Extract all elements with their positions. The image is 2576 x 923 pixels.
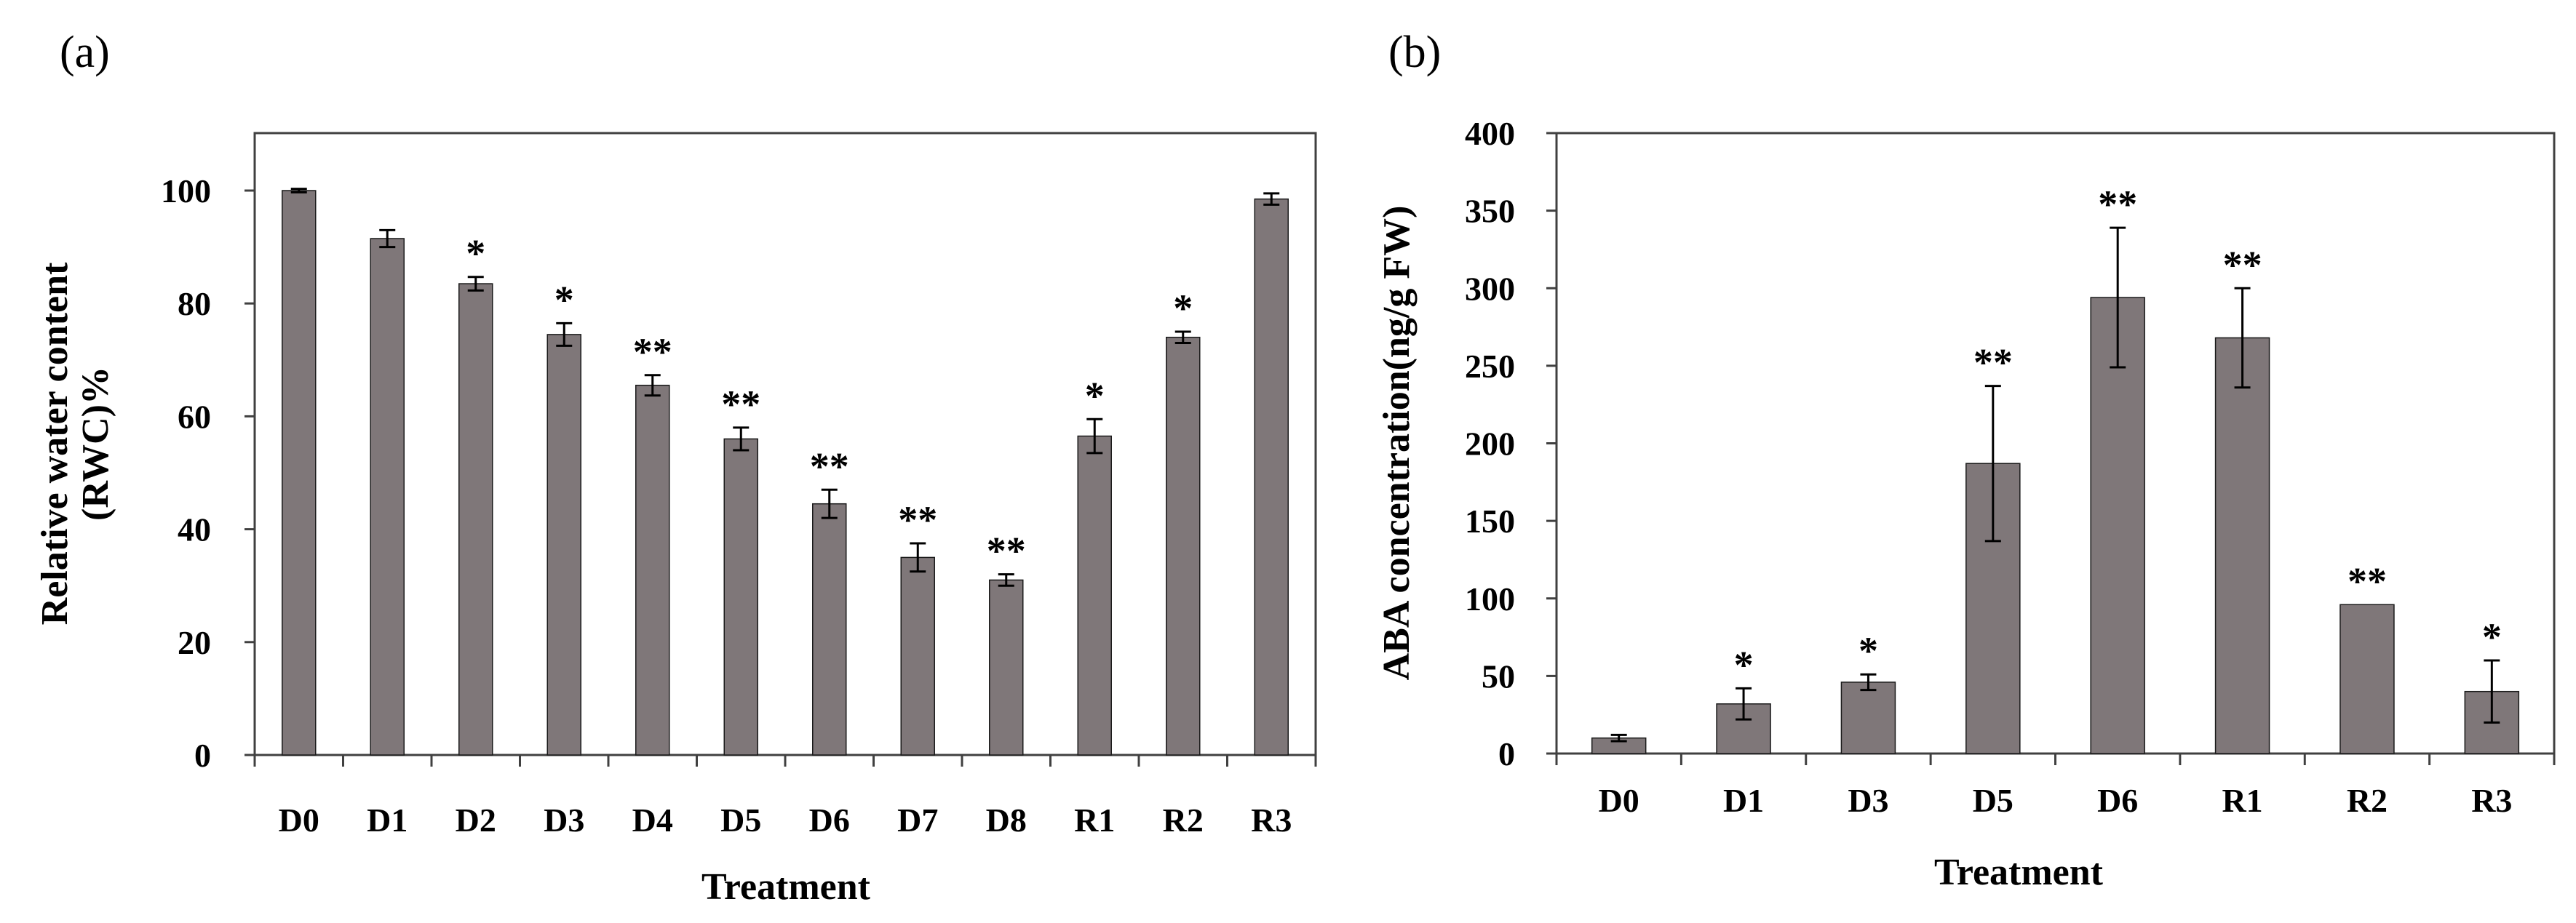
panel-label-a: (a) [60, 28, 110, 77]
bar-a-D6 [812, 503, 847, 756]
x-tick-label-b-R2: R2 [2347, 782, 2388, 819]
y-tick-label-a: 20 [178, 624, 211, 661]
error-bar-b-R3 [2484, 659, 2500, 724]
error-bar-a-D8 [998, 573, 1014, 587]
x-axis-label-a: Treatment [701, 866, 871, 908]
plot-area-a [253, 132, 1317, 756]
y-tick-label-b: 150 [1465, 503, 1515, 540]
significance-marker-b-D3: * [1859, 629, 1878, 673]
significance-marker-a-D5: ** [721, 383, 760, 426]
y-tick-label-b: 300 [1465, 270, 1515, 307]
error-bar-a-D0 [290, 188, 307, 193]
x-tick-label-a-D4: D4 [632, 802, 673, 839]
bar-a-D3 [546, 334, 581, 756]
x-tick-label-a-D0: D0 [279, 802, 319, 839]
bar-a-D0 [282, 190, 317, 756]
significance-marker-b-D6: ** [2098, 183, 2137, 226]
significance-marker-a-D3: * [554, 278, 574, 321]
significance-marker-a-D4: ** [633, 330, 672, 374]
error-bar-a-D4 [644, 374, 661, 397]
error-bar-a-D2 [467, 276, 484, 292]
significance-marker-b-R3: * [2482, 615, 2502, 659]
y-tick-label-b: 400 [1465, 115, 1515, 152]
y-tick-label-a: 100 [161, 172, 211, 209]
x-tick-label-a-R1: R1 [1074, 802, 1115, 839]
chart-panel-a: (a) Relative water content (RWC)% Treatme… [34, 28, 1317, 908]
x-tick-label-b-D1: D1 [1723, 782, 1764, 819]
error-bar-a-R2 [1174, 330, 1191, 345]
error-bar-b-D1 [1736, 687, 1752, 721]
error-bar-a-D5 [733, 426, 750, 452]
x-tick-label-b-D3: D3 [1848, 782, 1888, 819]
error-bar-b-D3 [1860, 673, 1877, 692]
significance-marker-a-D6: ** [810, 444, 849, 488]
bar-b-R2 [2340, 604, 2395, 754]
y-tick-label-b: 250 [1465, 348, 1515, 385]
bar-a-R1 [1077, 435, 1112, 756]
x-tick-label-a-R3: R3 [1251, 802, 1292, 839]
y-tick-label-b: 50 [1482, 658, 1515, 695]
error-bar-b-D0 [1610, 733, 1627, 743]
panel-label-b: (b) [1388, 28, 1441, 77]
y-tick-label-b: 200 [1465, 425, 1515, 463]
x-tick-label-a-D1: D1 [367, 802, 408, 839]
y-tick-label-a: 60 [178, 398, 211, 435]
bar-a-D1 [370, 238, 405, 756]
error-bar-a-R3 [1263, 192, 1280, 206]
x-tick-label-a-D6: D6 [809, 802, 850, 839]
x-tick-label-b-D5: D5 [1973, 782, 2014, 819]
chart-panel-b: (b) ABA concentration(ng/g FW) Treatment… [1376, 28, 2556, 893]
significance-marker-b-D5: ** [1973, 341, 2013, 385]
significance-marker-a-D8: ** [987, 530, 1026, 573]
y-axis-label-a: Relative water content (RWC)% [34, 262, 116, 625]
significance-marker-a-D2: * [466, 232, 485, 276]
y-axis-label-a-line-2: (RWC)% [75, 367, 116, 521]
x-tick-label-a-D3: D3 [544, 802, 584, 839]
x-tick-label-a-D5: D5 [720, 802, 761, 839]
x-tick-label-a-D7: D7 [897, 802, 938, 839]
y-tick-label-b: 0 [1498, 735, 1515, 772]
error-bar-a-D1 [379, 228, 396, 249]
x-tick-label-a-D8: D8 [986, 802, 1027, 839]
y-tick-label-a: 0 [194, 737, 211, 774]
bar-a-D2 [458, 283, 493, 756]
error-bar-b-R1 [2234, 287, 2251, 389]
bar-a-D8 [989, 579, 1024, 756]
error-bar-b-D6 [2110, 226, 2126, 369]
x-tick-label-b-D6: D6 [2097, 782, 2138, 819]
x-tick-label-b-R3: R3 [2471, 782, 2512, 819]
y-tick-label-a: 80 [178, 285, 211, 322]
y-tick-label-a: 40 [178, 511, 211, 548]
error-bar-a-D6 [821, 488, 838, 519]
significance-marker-b-D1: * [1734, 643, 1754, 687]
bar-a-D7 [900, 556, 935, 756]
y-tick-label-b: 100 [1465, 580, 1515, 618]
bar-a-D5 [723, 438, 758, 756]
error-bar-a-R1 [1086, 417, 1103, 455]
y-tick-label-b: 350 [1465, 193, 1515, 230]
error-bar-a-D3 [556, 321, 573, 347]
x-tick-label-a-R2: R2 [1163, 802, 1204, 839]
x-axis-label-b: Treatment [1934, 852, 2104, 893]
x-tick-label-b-R1: R1 [2222, 782, 2262, 819]
significance-marker-b-R2: ** [2348, 559, 2387, 603]
significance-marker-a-R1: * [1085, 374, 1105, 417]
plot-area-b [1555, 132, 2556, 755]
bar-a-R2 [1166, 337, 1201, 756]
bar-b-D6 [2090, 297, 2145, 754]
x-tick-label-a-D2: D2 [456, 802, 496, 839]
y-axis-label-b: ABA concentration(ng/g FW) [1376, 206, 1418, 681]
significance-marker-a-D7: ** [898, 498, 937, 542]
y-axis-label-a-line-1: Relative water content [34, 262, 76, 625]
significance-marker-a-R2: * [1173, 287, 1193, 330]
bar-a-R3 [1254, 198, 1289, 756]
bar-a-D4 [635, 384, 670, 756]
x-tick-label-b-D0: D0 [1599, 782, 1639, 819]
error-bar-b-D5 [1984, 385, 2001, 543]
bar-b-D3 [1840, 682, 1896, 754]
bar-b-R1 [2214, 337, 2270, 754]
significance-marker-b-R1: ** [2223, 243, 2262, 287]
error-bar-a-D7 [910, 542, 926, 573]
